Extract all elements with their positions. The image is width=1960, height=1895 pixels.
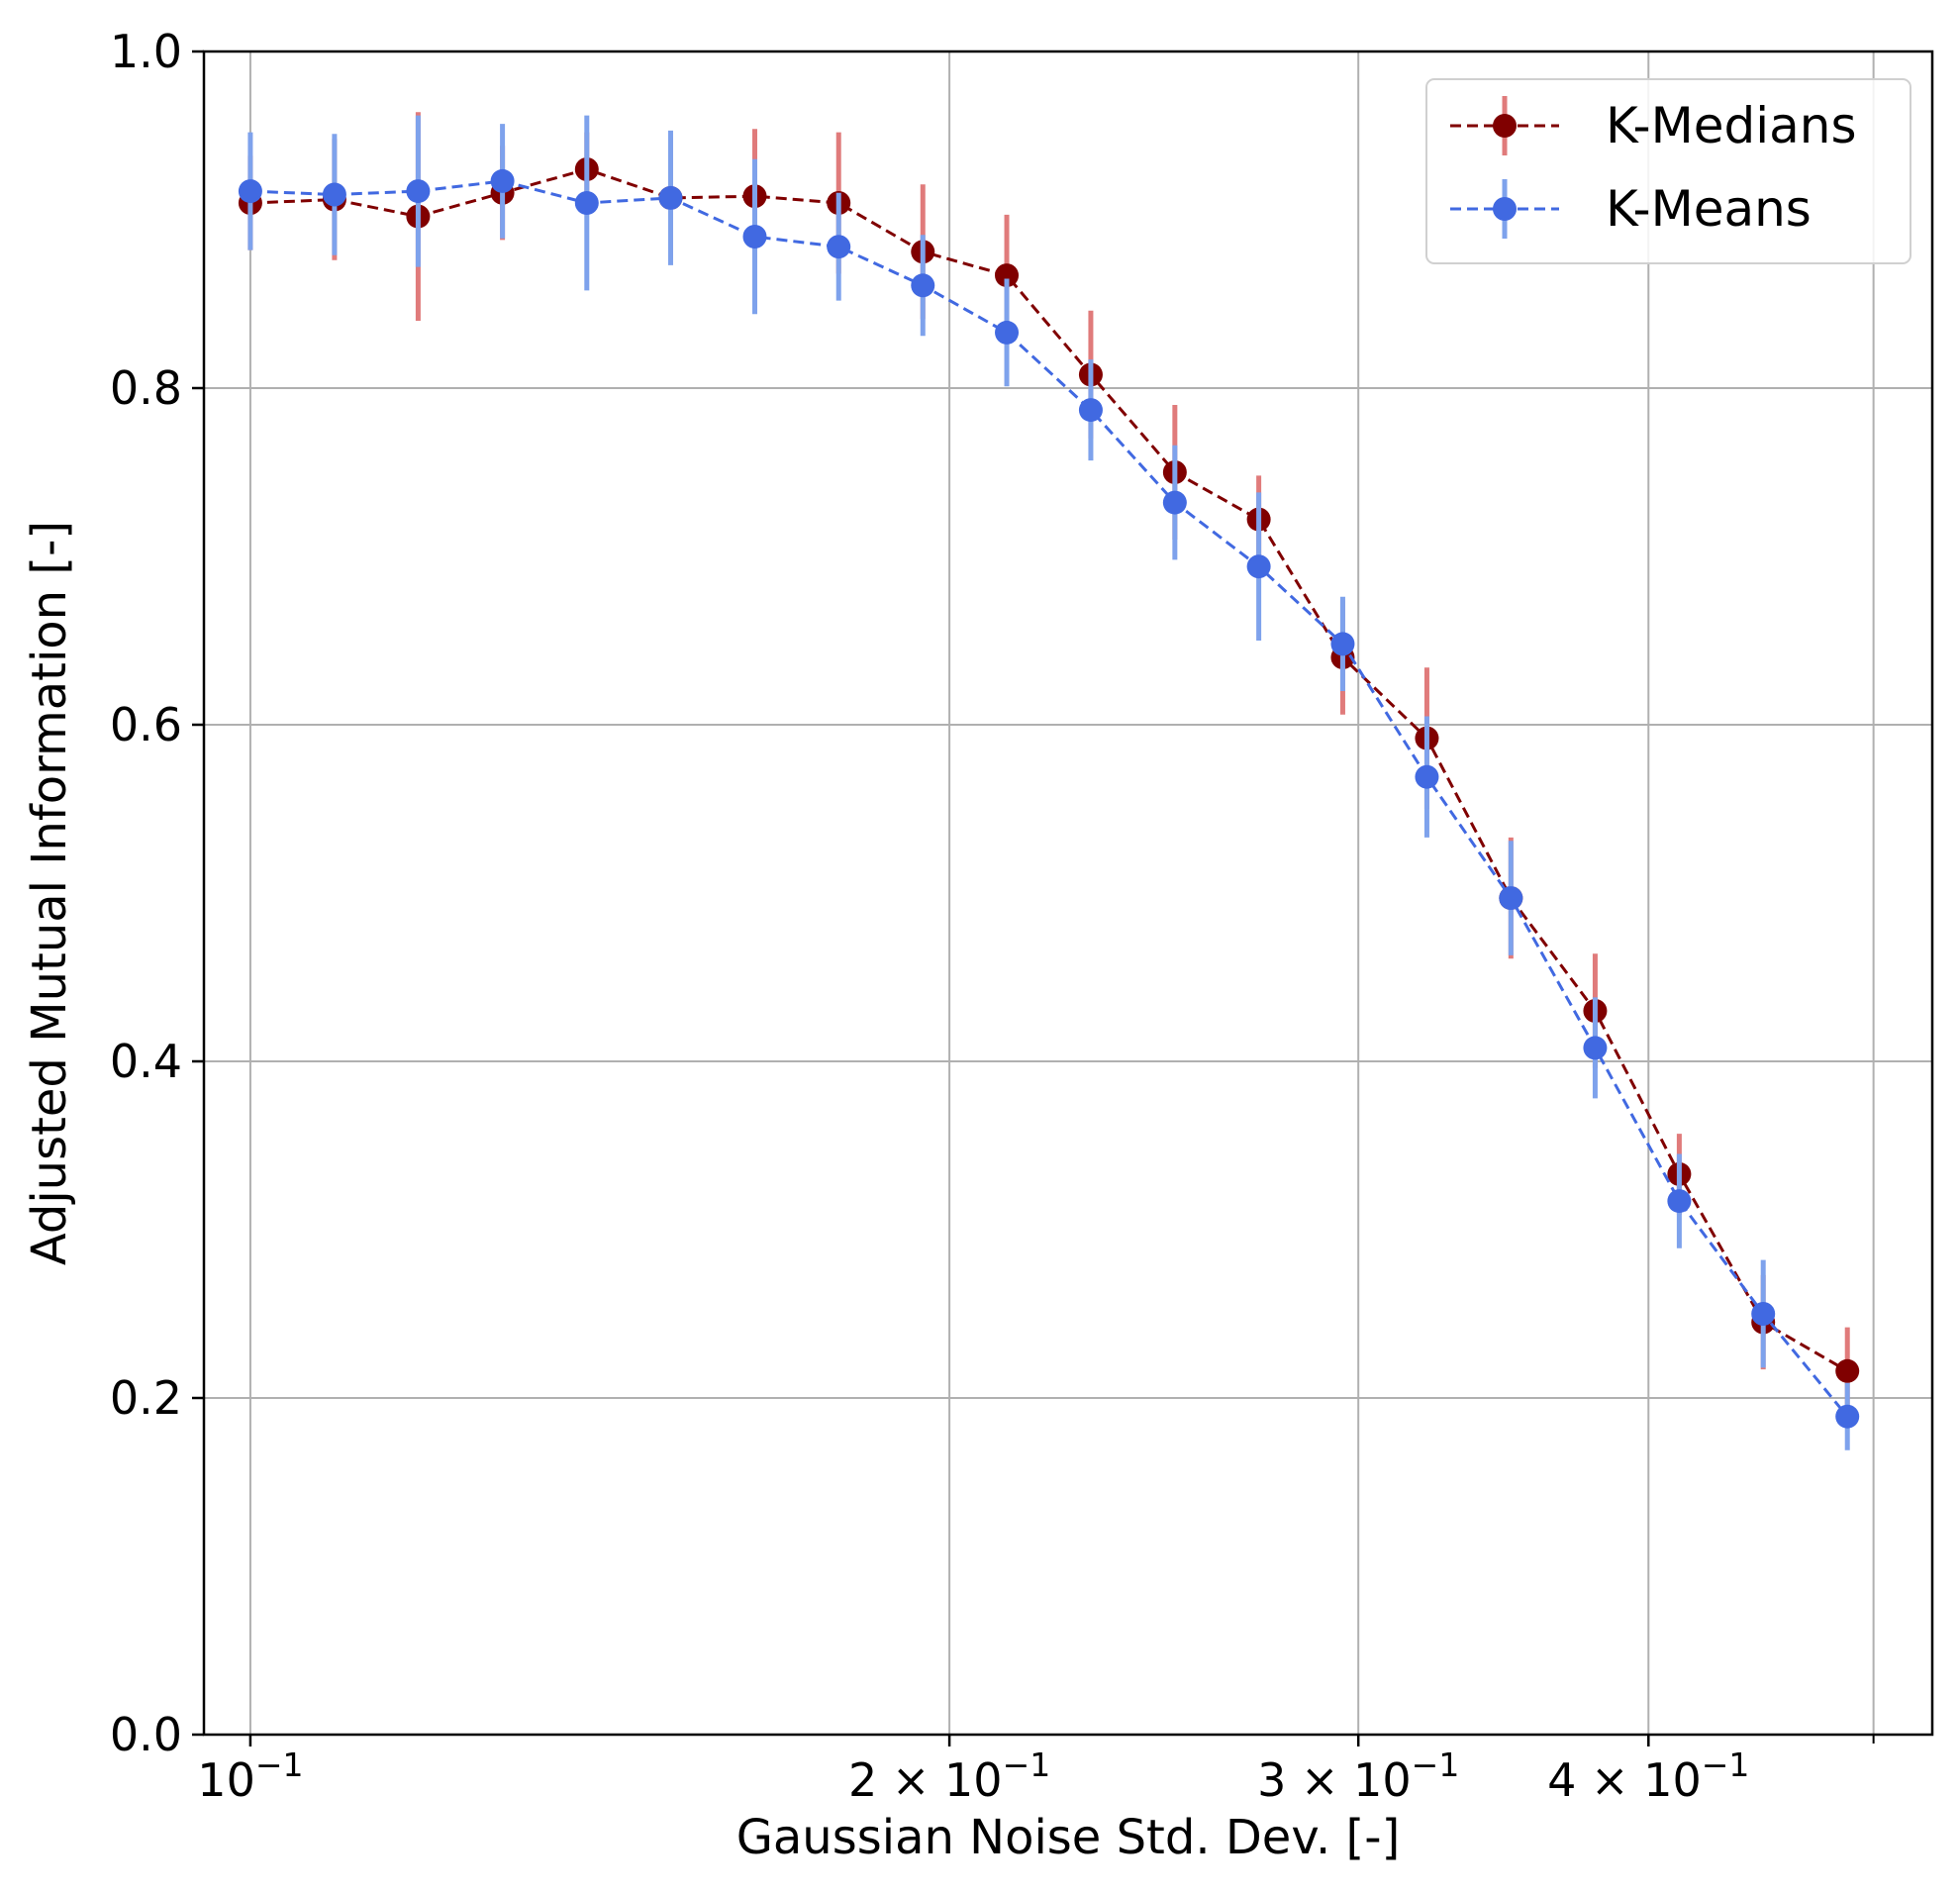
grid-layer bbox=[204, 51, 1932, 1735]
k-means-point bbox=[574, 191, 599, 215]
x-tick-base: 10 bbox=[197, 1753, 255, 1807]
y-tick-label: 0.0 bbox=[110, 1708, 182, 1761]
k-means-line bbox=[249, 179, 1849, 1418]
plot-frame bbox=[202, 50, 1934, 1737]
k-means-point bbox=[238, 179, 262, 204]
legend-label-k-means: K-Means bbox=[1606, 180, 1812, 238]
k-medians-point bbox=[995, 263, 1020, 288]
k-means-point bbox=[658, 185, 683, 210]
x-tick-mantissa: 3 × bbox=[1257, 1753, 1353, 1807]
x-tick-base: 10 bbox=[1643, 1753, 1702, 1807]
k-means-point bbox=[1835, 1404, 1860, 1429]
legend-marker-k-means bbox=[1493, 197, 1517, 221]
y-tick-label: 0.6 bbox=[110, 698, 182, 751]
k-means-point bbox=[1667, 1189, 1692, 1214]
k-means-point bbox=[1583, 1036, 1608, 1060]
y-tick-label: 0.8 bbox=[110, 361, 182, 415]
x-tick-exponent: −1 bbox=[255, 1745, 304, 1784]
x-tick-exponent: −1 bbox=[1412, 1745, 1460, 1784]
k-means-point bbox=[1246, 554, 1271, 579]
series-layer bbox=[238, 112, 1860, 1450]
k-means-point bbox=[1415, 764, 1439, 789]
x-tick-base: 10 bbox=[944, 1753, 1003, 1807]
k-means-point bbox=[1078, 398, 1103, 423]
y-tick-label: 0.2 bbox=[110, 1371, 182, 1425]
k-means-point bbox=[322, 182, 346, 207]
k-means-point bbox=[995, 320, 1020, 345]
k-medians-line bbox=[249, 167, 1848, 1373]
k-means-point bbox=[911, 273, 935, 298]
x-tick-label: 3 × 10−1 bbox=[1257, 1745, 1459, 1807]
x-tick-base: 10 bbox=[1353, 1753, 1412, 1807]
k-means-point bbox=[406, 179, 431, 204]
k-means-point bbox=[490, 168, 515, 193]
k-medians-point bbox=[1835, 1358, 1860, 1383]
x-tick-mantissa: 2 × bbox=[848, 1753, 944, 1807]
k-means-point bbox=[1499, 886, 1523, 911]
k-means-point bbox=[1751, 1302, 1776, 1326]
legend-box bbox=[1425, 78, 1911, 264]
tick-layer: 0.00.20.40.60.81.010−1 2 × 10−1 3 × 10−1 4 … bbox=[110, 25, 1875, 1807]
x-axis-title: Gaussian Noise Std. Dev. [-] bbox=[736, 1810, 1401, 1865]
y-tick-label: 0.4 bbox=[110, 1035, 182, 1088]
x-tick-exponent: −1 bbox=[1003, 1745, 1051, 1784]
legend-label-k-medians: K-Medians bbox=[1606, 97, 1857, 154]
x-tick-label: 4 × 10−1 bbox=[1547, 1745, 1749, 1807]
k-means-point bbox=[1162, 490, 1187, 515]
x-tick-label: 10−1 bbox=[197, 1745, 303, 1807]
legend: K-Medians K-Means bbox=[1425, 78, 1911, 264]
series-k-means bbox=[238, 115, 1860, 1450]
y-axis-title: Adjusted Mutual Information [-] bbox=[22, 521, 77, 1265]
legend-marker-k-medians bbox=[1493, 114, 1517, 138]
k-means-point bbox=[1330, 632, 1355, 656]
y-tick-label: 1.0 bbox=[110, 25, 182, 78]
x-tick-exponent: −1 bbox=[1702, 1745, 1750, 1784]
k-means-point bbox=[742, 225, 767, 249]
k-means-point bbox=[827, 235, 851, 259]
series-k-medians bbox=[238, 112, 1860, 1415]
x-tick-mantissa: 4 × bbox=[1547, 1753, 1643, 1807]
x-tick-label: 2 × 10−1 bbox=[848, 1745, 1050, 1807]
